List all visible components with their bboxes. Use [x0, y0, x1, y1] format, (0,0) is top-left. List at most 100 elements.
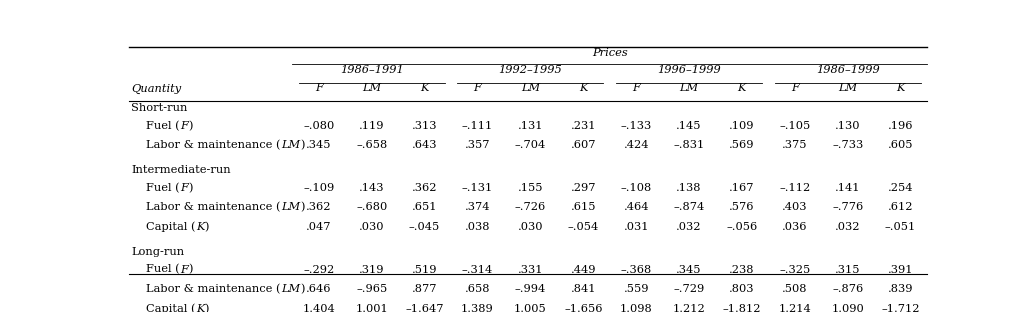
Text: ): ) — [300, 140, 305, 150]
Text: Labor & maintenance (: Labor & maintenance ( — [146, 284, 281, 294]
Text: –1.647: –1.647 — [406, 304, 444, 312]
Text: –.680: –.680 — [356, 202, 387, 212]
Text: 1.090: 1.090 — [831, 304, 864, 312]
Text: .231: .231 — [571, 121, 596, 131]
Text: Capital (: Capital ( — [146, 303, 196, 312]
Text: ): ) — [300, 284, 305, 294]
Text: –.704: –.704 — [515, 140, 546, 150]
Text: 1992–1995: 1992–1995 — [499, 65, 562, 75]
Text: .658: .658 — [465, 284, 490, 294]
Text: .519: .519 — [412, 265, 438, 275]
Text: .032: .032 — [677, 222, 701, 232]
Text: .508: .508 — [782, 284, 808, 294]
Text: .109: .109 — [729, 121, 755, 131]
Text: .319: .319 — [359, 265, 384, 275]
Text: .131: .131 — [518, 121, 543, 131]
Text: .559: .559 — [623, 284, 649, 294]
Text: .331: .331 — [518, 265, 543, 275]
Text: 1986–1999: 1986–1999 — [816, 65, 880, 75]
Text: –1.656: –1.656 — [564, 304, 603, 312]
Text: .615: .615 — [571, 202, 596, 212]
Text: –.131: –.131 — [461, 183, 493, 193]
Text: –.729: –.729 — [674, 284, 705, 294]
Text: .032: .032 — [835, 222, 860, 232]
Text: .315: .315 — [835, 265, 860, 275]
Text: .030: .030 — [359, 222, 384, 232]
Text: LM: LM — [281, 284, 300, 294]
Text: –.105: –.105 — [779, 121, 811, 131]
Text: .607: .607 — [571, 140, 596, 150]
Text: –.994: –.994 — [515, 284, 546, 294]
Text: .141: .141 — [835, 183, 860, 193]
Text: .362: .362 — [412, 183, 438, 193]
Text: –.726: –.726 — [515, 202, 546, 212]
Text: LM: LM — [521, 84, 540, 94]
Text: ): ) — [187, 183, 193, 193]
Text: .238: .238 — [729, 265, 755, 275]
Text: ): ) — [187, 264, 193, 275]
Text: .345: .345 — [677, 265, 701, 275]
Text: .038: .038 — [465, 222, 490, 232]
Text: Long-run: Long-run — [131, 247, 184, 257]
Text: –.292: –.292 — [303, 265, 335, 275]
Text: .643: .643 — [412, 140, 438, 150]
Text: F: F — [180, 121, 187, 131]
Text: .345: .345 — [306, 140, 332, 150]
Text: F: F — [632, 84, 640, 94]
Text: K: K — [737, 84, 746, 94]
Text: –1.712: –1.712 — [882, 304, 920, 312]
Text: –1.812: –1.812 — [723, 304, 761, 312]
Text: LM: LM — [838, 84, 857, 94]
Text: Fuel (: Fuel ( — [146, 183, 180, 193]
Text: .030: .030 — [518, 222, 543, 232]
Text: 1.389: 1.389 — [461, 304, 493, 312]
Text: 1986–1991: 1986–1991 — [340, 65, 404, 75]
Text: K: K — [420, 84, 428, 94]
Text: K: K — [896, 84, 904, 94]
Text: Capital (: Capital ( — [146, 222, 196, 232]
Text: .803: .803 — [729, 284, 755, 294]
Text: –.776: –.776 — [832, 202, 863, 212]
Text: .612: .612 — [888, 202, 914, 212]
Text: .362: .362 — [306, 202, 332, 212]
Text: –.133: –.133 — [620, 121, 652, 131]
Text: .403: .403 — [782, 202, 808, 212]
Text: ): ) — [204, 222, 209, 232]
Text: .196: .196 — [888, 121, 914, 131]
Text: .391: .391 — [888, 265, 914, 275]
Text: –.733: –.733 — [832, 140, 863, 150]
Text: –.112: –.112 — [779, 183, 811, 193]
Text: .254: .254 — [888, 183, 914, 193]
Text: –.054: –.054 — [568, 222, 598, 232]
Text: Quantity: Quantity — [131, 84, 181, 94]
Text: .138: .138 — [677, 183, 701, 193]
Text: –.658: –.658 — [356, 140, 387, 150]
Text: K: K — [196, 222, 204, 232]
Text: .605: .605 — [888, 140, 914, 150]
Text: .313: .313 — [412, 121, 438, 131]
Text: K: K — [196, 304, 204, 312]
Text: 1.005: 1.005 — [514, 304, 547, 312]
Text: LM: LM — [281, 140, 300, 150]
Text: Fuel (: Fuel ( — [146, 120, 180, 131]
Text: .374: .374 — [465, 202, 490, 212]
Text: Short-run: Short-run — [131, 104, 187, 114]
Text: .297: .297 — [571, 183, 596, 193]
Text: .047: .047 — [306, 222, 332, 232]
Text: .031: .031 — [623, 222, 649, 232]
Text: 1996–1999: 1996–1999 — [657, 65, 721, 75]
Text: –.080: –.080 — [303, 121, 335, 131]
Text: Intermediate-run: Intermediate-run — [131, 165, 231, 175]
Text: ): ) — [187, 120, 193, 131]
Text: –.368: –.368 — [620, 265, 652, 275]
Text: .841: .841 — [571, 284, 596, 294]
Text: .036: .036 — [782, 222, 808, 232]
Text: –.874: –.874 — [674, 202, 705, 212]
Text: Prices: Prices — [592, 48, 627, 58]
Text: .839: .839 — [888, 284, 914, 294]
Text: .119: .119 — [359, 121, 384, 131]
Text: 1.212: 1.212 — [673, 304, 706, 312]
Text: .449: .449 — [571, 265, 596, 275]
Text: Labor & maintenance (: Labor & maintenance ( — [146, 140, 281, 150]
Text: .375: .375 — [782, 140, 808, 150]
